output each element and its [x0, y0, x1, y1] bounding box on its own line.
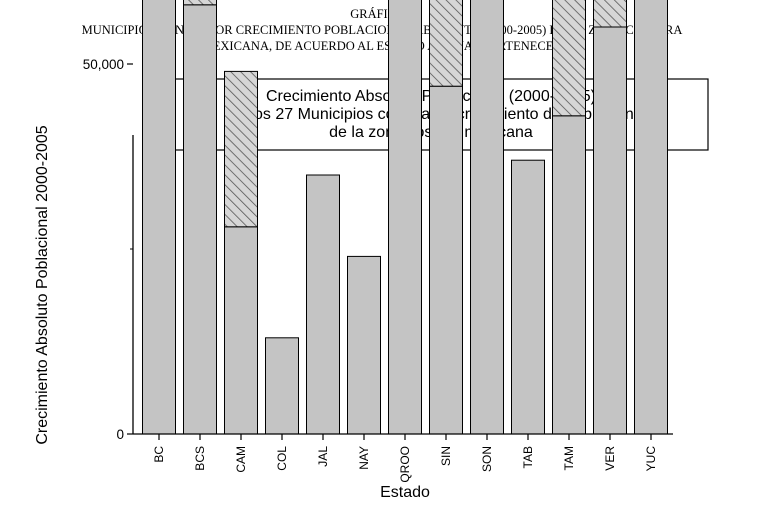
x-tick-label-bc: BC [152, 446, 166, 463]
bar-segment-qroo-1 [388, 0, 422, 435]
bar-segment-yuc-1 [634, 0, 668, 435]
x-tick-label-ver: VER [603, 446, 617, 471]
x-tick-label-nay: NAY [357, 446, 371, 470]
y-tick-label: 50,000 [83, 57, 124, 72]
bar-segment-tam-1 [552, 115, 586, 435]
bar-segment-jal-1 [306, 174, 340, 435]
x-tick-label-qroo: QROO [398, 446, 412, 483]
x-tick-label-tab: TAB [521, 446, 535, 468]
bar-segment-bc-1 [142, 0, 176, 435]
bar-segment-col-1 [265, 337, 299, 435]
x-axis-title: Estado [380, 484, 430, 501]
x-tick-label-cam: CAM [234, 446, 248, 473]
bar-segment-ver-1 [593, 26, 627, 435]
y-tick-label: 0 [116, 427, 124, 442]
bar-segment-tam-2 [552, 0, 586, 117]
bar-segment-bcs-2 [183, 0, 217, 6]
y-axis: 050,000100,000150,000200,000250,000300,0… [83, 57, 133, 442]
bar-segment-nay-1 [347, 255, 381, 435]
x-axis: BC BCS CAM COL JAL NAY QROO SIN SON TAB TAM VER YUC [152, 434, 658, 483]
bar-segment-sin-1 [429, 85, 463, 435]
y-axis-title: Crecimiento Absoluto Poblacional 2000-20… [34, 125, 51, 444]
figure-caption-line-1: MUNICIPIOS CON MAYOR CRECIMIENTO POBLACI… [81, 23, 683, 37]
bar-segment-son-1 [470, 0, 504, 435]
bar-segment-ver-2 [593, 0, 627, 28]
bar-segment-cam-1 [224, 226, 258, 435]
x-tick-label-son: SON [480, 446, 494, 472]
bar-segment-tab-1 [511, 159, 545, 435]
x-tick-label-col: COL [275, 446, 289, 471]
x-tick-label-bcs: BCS [193, 446, 207, 471]
x-tick-label-jal: JAL [316, 446, 330, 467]
x-tick-label-yuc: YUC [644, 446, 658, 472]
x-tick-label-sin: SIN [439, 446, 453, 466]
bar-segment-bcs-1 [183, 4, 217, 435]
bar-segment-cam-2 [224, 70, 258, 228]
bars [142, 0, 668, 435]
bar-segment-sin-2 [429, 0, 463, 87]
x-tick-label-tam: TAM [562, 446, 576, 470]
